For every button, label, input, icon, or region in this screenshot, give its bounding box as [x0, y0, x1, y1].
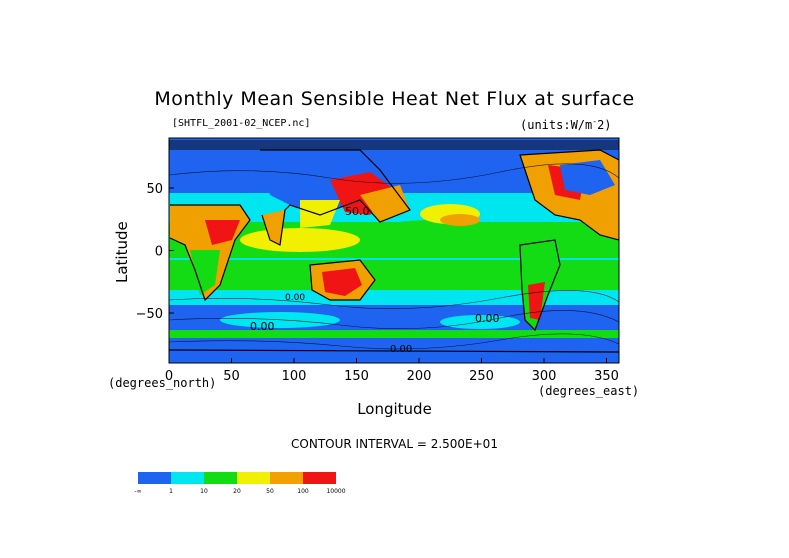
y-tick-label: −50	[136, 307, 163, 322]
colorbar-label: 20	[233, 488, 241, 495]
contour-label: 0.00	[250, 320, 275, 333]
units-sup: -	[592, 117, 598, 126]
contour-label: 0.00	[390, 344, 412, 355]
colorbar-label: 1	[169, 488, 173, 495]
x-axis-label: Longitude	[357, 400, 432, 418]
contour-label: 0.00	[285, 293, 305, 303]
x-tick-label: 100	[282, 369, 307, 384]
x-tick-label: 0	[165, 369, 173, 384]
contour-interval: CONTOUR INTERVAL = 2.500E+01	[291, 437, 498, 451]
colorbar-swatch	[303, 472, 336, 484]
colorbar-label: 100	[297, 488, 309, 495]
units-text: (units:W/m	[520, 118, 593, 132]
colorbar-swatch	[204, 472, 237, 484]
units-label: (units:W/m-2)	[520, 117, 612, 132]
x-tick-label: 300	[532, 369, 557, 384]
contour-label: 50.0	[345, 205, 370, 218]
colorbar-label: 10	[200, 488, 208, 495]
units-exp: 2)	[597, 118, 612, 132]
x-units-label: (degrees_east)	[538, 384, 640, 398]
colorbar-label: 10000	[326, 488, 346, 495]
colorbar-swatch	[270, 472, 303, 484]
y-axis-label: Latitude	[113, 221, 131, 283]
colorbar-swatch	[237, 472, 270, 484]
y-tick-label: 0	[155, 245, 163, 260]
x-tick-label: 250	[469, 369, 494, 384]
x-tick-label: 50	[223, 369, 240, 384]
colorbar-label: -∞	[134, 488, 142, 495]
colorbar-swatch	[138, 472, 171, 484]
map-field	[169, 138, 619, 363]
x-tick-label: 200	[407, 369, 432, 384]
x-tick-label: 150	[344, 369, 369, 384]
x-tick-label: 350	[594, 369, 619, 384]
contour-label: 0.00	[475, 312, 500, 325]
colorbar-swatch	[171, 472, 204, 484]
y-tick-label: 50	[146, 182, 163, 197]
colorbar-label: 50	[266, 488, 274, 495]
colorbar: -∞ 1 10 20 50 100 10000	[134, 472, 346, 496]
y-units-label: (degrees_north)	[108, 376, 217, 390]
file-label: [SHTFL_2001-02_NCEP.nc]	[172, 118, 311, 129]
map-title: Monthly Mean Sensible Heat Net Flux at s…	[154, 88, 635, 110]
